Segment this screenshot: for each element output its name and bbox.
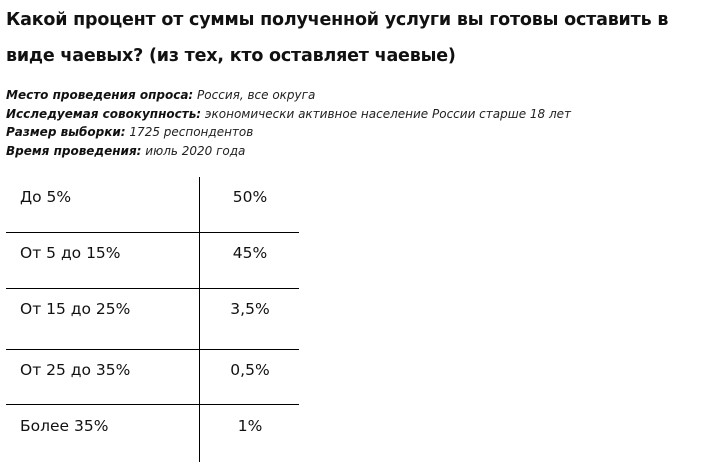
- meta-label: Исследуемая совокупность:: [6, 106, 202, 121]
- row-label: От 5 до 15%: [20, 244, 121, 262]
- row-divider: [6, 288, 299, 289]
- survey-metadata: Место проведения опроса: Россия, все окр…: [6, 86, 722, 160]
- meta-line-population: Исследуемая совокупность: экономически а…: [6, 105, 722, 124]
- row-divider: [6, 349, 299, 350]
- row-label: От 25 до 35%: [20, 361, 131, 379]
- meta-line-location: Место проведения опроса: Россия, все окр…: [6, 86, 722, 105]
- meta-value: 1725 респондентов: [129, 125, 254, 139]
- tips-table: До 5% 50% От 5 до 15% 45% От 15 до 25% 3…: [6, 177, 299, 462]
- row-value: 50%: [232, 188, 268, 206]
- meta-value: Россия, все округа: [197, 88, 316, 102]
- meta-label: Размер выборки:: [6, 125, 126, 139]
- row-divider: [6, 404, 299, 405]
- row-divider: [6, 232, 299, 233]
- meta-value: экономически активное население России с…: [204, 106, 572, 121]
- row-label: От 15 до 25%: [20, 300, 131, 318]
- meta-line-period: Время проведения: июль 2020 года: [6, 142, 722, 161]
- meta-label: Место проведения опроса:: [6, 88, 194, 102]
- row-label: До 5%: [20, 188, 72, 206]
- row-value: 1%: [237, 417, 263, 435]
- row-value: 0,5%: [230, 361, 270, 379]
- meta-label: Время проведения:: [6, 143, 142, 158]
- column-divider: [199, 177, 200, 462]
- meta-line-sample-size: Размер выборки: 1725 респондентов: [6, 123, 722, 142]
- page-title: Какой процент от суммы полученной услуги…: [6, 10, 669, 66]
- row-value: 45%: [232, 244, 268, 262]
- row-value: 3,5%: [230, 300, 270, 318]
- row-label: Более 35%: [20, 417, 109, 435]
- meta-value: июль 2020 года: [145, 143, 246, 158]
